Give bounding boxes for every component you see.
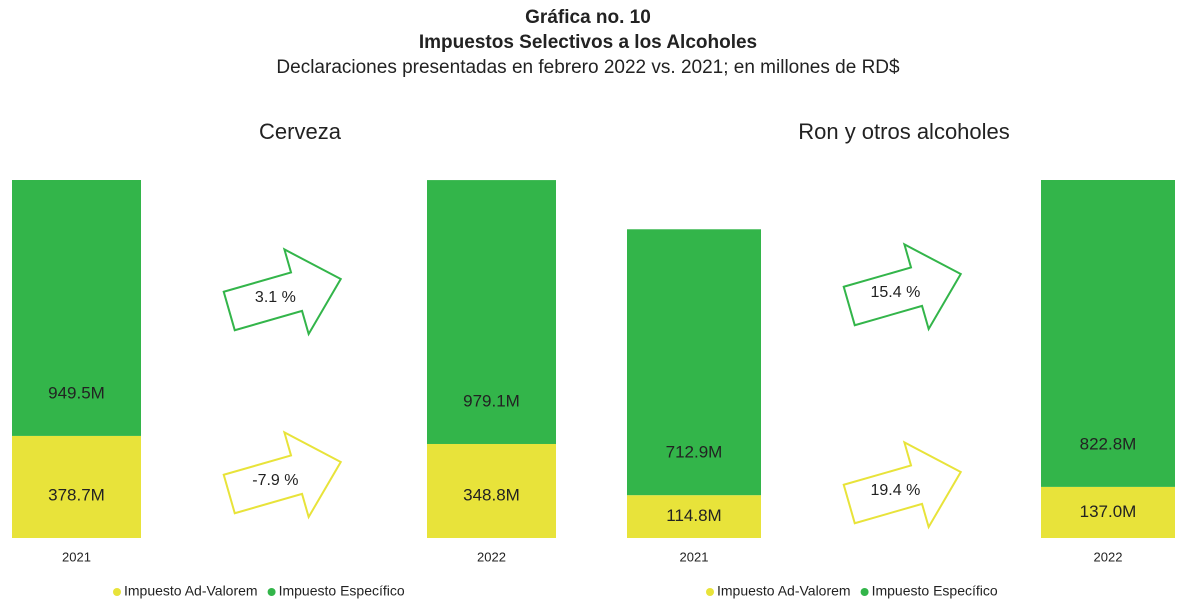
bar-segment xyxy=(1041,486,1175,538)
bar-segment xyxy=(427,443,556,538)
arrow-shape xyxy=(842,440,963,530)
x-tick-label: 2021 xyxy=(62,549,91,564)
data-label: 822.8M xyxy=(1080,434,1137,453)
change-arrow: -7.9 % xyxy=(222,430,343,520)
page-subtitle: Impuestos Selectivos a los Alcoholes xyxy=(419,32,757,53)
data-label: 979.1M xyxy=(463,391,520,410)
legend-label: Impuesto Ad-Valorem xyxy=(124,583,258,599)
bar-segment xyxy=(427,180,556,444)
bar-segment xyxy=(627,495,761,538)
arrow-shape xyxy=(222,430,343,520)
page-title: Gráfica no. 10 xyxy=(525,7,651,28)
x-tick-label: 2022 xyxy=(477,549,506,564)
bar-segment xyxy=(627,229,761,496)
legend-marker xyxy=(706,588,714,596)
change-label: 19.4 % xyxy=(870,482,920,499)
change-arrow: 3.1 % xyxy=(222,247,343,337)
legend-marker xyxy=(267,588,276,596)
panel-title: Ron y otros alcoholes xyxy=(798,119,1010,144)
change-label: 15.4 % xyxy=(870,284,920,301)
arrow-shape xyxy=(842,242,963,332)
legend-label: Impuesto Específico xyxy=(872,583,998,599)
legend-label: Impuesto Ad-Valorem xyxy=(717,583,851,599)
bar-segment xyxy=(1041,180,1175,487)
legend-label: Impuesto Específico xyxy=(279,583,405,599)
bar-segment xyxy=(12,435,141,538)
legend-marker xyxy=(860,588,869,596)
legend-marker xyxy=(113,588,121,596)
data-label: 137.0M xyxy=(1080,502,1137,521)
panel-title: Cerveza xyxy=(259,119,342,144)
change-arrow: 19.4 % xyxy=(842,440,963,530)
bar-segment xyxy=(12,180,141,436)
data-label: 712.9M xyxy=(666,443,723,462)
change-label: -7.9 % xyxy=(252,472,298,489)
data-label: 114.8M xyxy=(666,506,721,525)
data-label: 949.5M xyxy=(48,383,105,402)
x-tick-label: 2022 xyxy=(1094,549,1123,564)
data-label: 348.8M xyxy=(463,485,520,504)
arrow-shape xyxy=(222,247,343,337)
page-note: Declaraciones presentadas en febrero 202… xyxy=(276,57,900,78)
data-label: 378.7M xyxy=(48,485,105,504)
change-arrow: 15.4 % xyxy=(842,242,963,332)
x-tick-label: 2021 xyxy=(680,549,709,564)
change-label: 3.1 % xyxy=(255,289,296,306)
